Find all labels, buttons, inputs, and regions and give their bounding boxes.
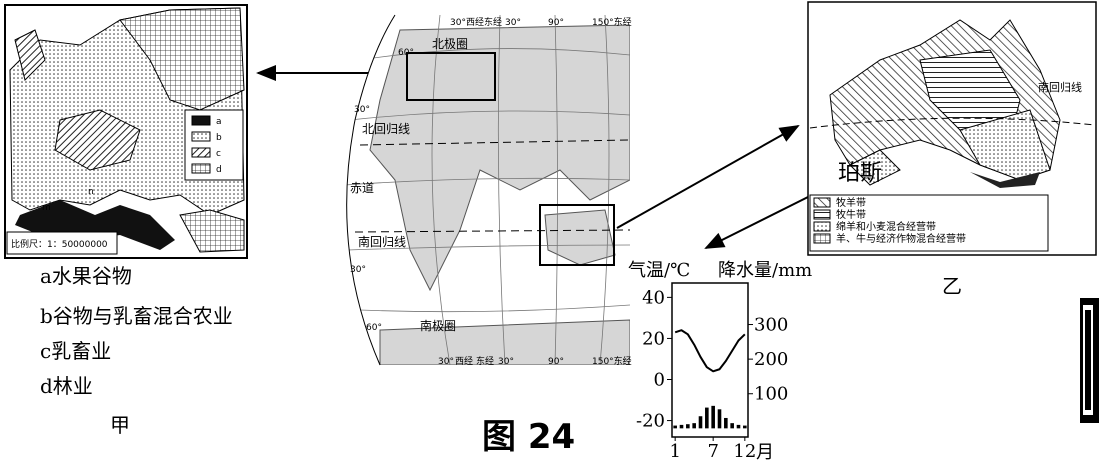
arrow (616, 125, 800, 229)
legend-label: 牧羊带 (836, 196, 866, 209)
precipitation-bar (705, 407, 709, 429)
longitude-label: 150°东经 (592, 16, 632, 28)
precipitation-bar (679, 424, 684, 429)
longitude-label: 150°东经 (592, 355, 632, 367)
precipitation-bar (743, 425, 747, 429)
y2-axis-label: 降水量/mm (718, 260, 812, 281)
y-tick-label: -20 (636, 411, 665, 432)
key-item: c乳畜业 (40, 339, 111, 363)
world-map: 30° 西经 东经 30° 90° 150°东经 30° 西经 东经 30° 9… (346, 14, 632, 367)
longitude-label: 30° (505, 18, 521, 28)
latitude-name: 北回归线 (362, 122, 410, 136)
figure-caption: 图 24 (482, 417, 575, 457)
key-item: b谷物与乳畜混合农业 (40, 304, 233, 328)
precipitation-bar (692, 423, 696, 429)
qr-code (1080, 298, 1099, 423)
y-tick-label: 0 (654, 370, 665, 391)
latitude-label: 30° (354, 105, 370, 115)
map-label: n (88, 187, 94, 197)
latitude-label: 60° (398, 48, 414, 58)
y2-tick-label: 200 (754, 349, 788, 370)
precipitation-bar (711, 405, 715, 429)
longitude-label: 西经 (466, 16, 484, 28)
y2-tick-label: 100 (754, 384, 788, 405)
legend-label: d (216, 165, 222, 175)
europe-map: a b c d m n 比例尺：1：50000000 (4, 4, 248, 259)
y2-tick-label: 300 (754, 315, 788, 336)
latitude-name: 南回归线 (358, 234, 406, 249)
precipitation-bar (717, 409, 722, 429)
tropic-label: 南回归线 (1038, 80, 1082, 94)
latitude-name: 赤道 (350, 181, 374, 195)
x-tick-label: 1 (669, 441, 680, 462)
scale-label: 比例尺：1：50000000 (11, 238, 108, 250)
precipitation-bar (673, 425, 677, 429)
legend-label: 牧牛带 (836, 208, 866, 221)
precipitation-bar (686, 424, 690, 429)
latitude-name: 南极圈 (420, 318, 456, 333)
city-label: 珀斯 (838, 161, 882, 186)
precipitation-bar (698, 416, 703, 429)
map-label: m (42, 203, 51, 213)
precipitation-bar (730, 423, 734, 429)
x-tick-label: 12 (733, 441, 756, 462)
precipitation-bar (736, 424, 741, 429)
x-tick-label: 7 (707, 441, 718, 462)
longitude-label: 90° (548, 357, 564, 367)
y-tick-label: 40 (642, 287, 665, 308)
legend-label: a (216, 117, 222, 127)
caption: 甲 (110, 413, 130, 437)
latitude-label: 30° (350, 265, 366, 275)
caption: 乙 (942, 274, 962, 298)
longitude-label: 90° (548, 18, 564, 28)
y-tick-label: 20 (642, 328, 665, 349)
y-axis-label: 气温/℃ (628, 260, 690, 281)
temperature-line (674, 329, 746, 373)
legend-label: c (216, 149, 221, 159)
longitude-label: 30° (438, 357, 454, 367)
precipitation-bar (724, 417, 728, 429)
latitude-label: 60° (366, 323, 382, 333)
longitude-label: 西经 (455, 355, 473, 367)
legend-label: 羊、牛与经济作物混合经营带 (836, 232, 966, 245)
x-unit: 月 (756, 442, 774, 463)
key-item: a水果谷物 (40, 264, 132, 288)
key-item: d林业 (40, 374, 93, 398)
longitude-label: 30° (498, 357, 514, 367)
australia-map: 南回归线 珀斯 牧羊带 牧牛带 绵羊和小麦混合经营带 羊、牛与经济作物混合经营带 (807, 1, 1097, 256)
longitude-label: 东经 (476, 355, 494, 367)
latitude-name: 北极圈 (432, 37, 468, 51)
plot-frame (671, 282, 749, 438)
legend-label: 绵羊和小麦混合经营带 (836, 220, 936, 233)
longitude-label: 东经 (484, 16, 502, 28)
legend-label: b (216, 133, 222, 143)
longitude-label: 30° (450, 18, 466, 28)
